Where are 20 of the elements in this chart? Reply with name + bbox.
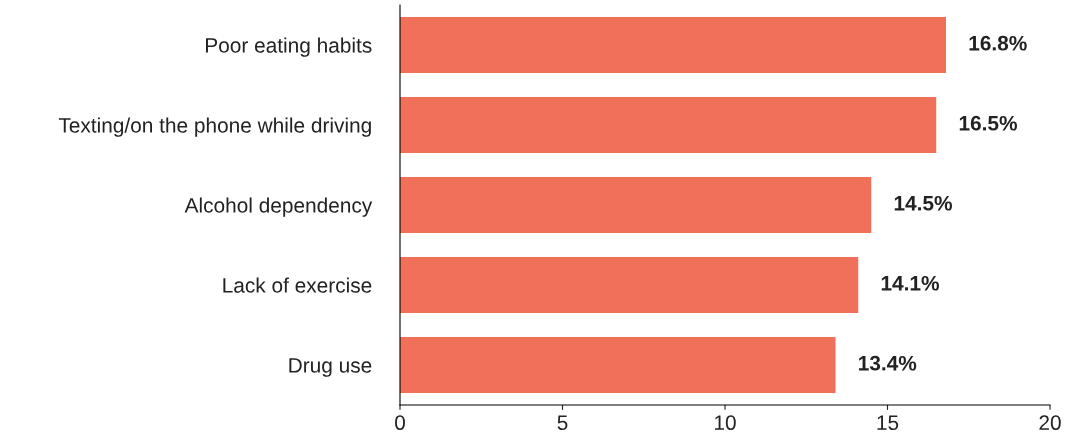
x-tick-label: 15 <box>877 415 899 431</box>
x-tick-label: 20 <box>1039 415 1061 431</box>
y-tick-label: Texting/on the phone while driving <box>58 117 371 137</box>
bar <box>400 337 836 393</box>
data-label: 16.5% <box>959 115 1017 131</box>
x-tick-label: 10 <box>715 415 736 431</box>
data-label: 14.1% <box>881 275 939 291</box>
y-tick-label: Lack of exercise <box>223 277 372 293</box>
data-label: 13.4% <box>859 355 917 371</box>
y-tick-label: Poor eating habits <box>206 37 372 57</box>
y-tick-label: Alcohol dependency <box>184 197 373 217</box>
data-label: 16.8% <box>969 35 1027 51</box>
x-tick-label: 0 <box>395 415 405 431</box>
x-tick-label: 5 <box>557 415 568 431</box>
bar <box>400 97 937 153</box>
bar <box>400 17 946 73</box>
bar <box>400 257 859 313</box>
data-label: 14.5% <box>894 195 952 211</box>
bar <box>400 177 872 233</box>
y-tick-label: Drug use <box>289 358 372 377</box>
